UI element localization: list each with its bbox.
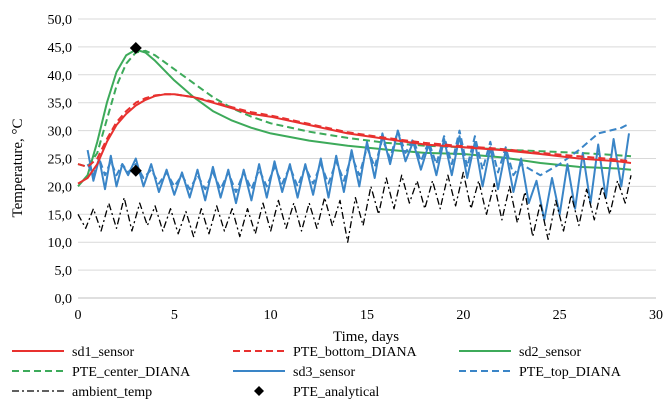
legend-swatch-pte-analytical [254,386,264,396]
x-tick-label: 25 [553,308,567,323]
y-tick-label: 30,0 [48,125,73,140]
x-axis-title: Time, days [333,329,399,345]
legend-label-pte-analytical: PTE_analytical [293,385,379,400]
series-pte-bottom-diana [77,93,632,168]
y-tick-label: 35,0 [48,97,73,112]
y-tick-label: 20,0 [48,180,73,195]
y-axis-title: Temperature, °C [10,118,26,217]
legend: sd1_sensor PTE_bottom_DIANA sd2_sensor PTE_… [12,345,622,400]
x-tick-label: 0 [75,308,82,323]
series-sd3-sensor [86,129,630,221]
series-pte-center-diana [77,49,632,168]
series-sd1-sensor [77,93,632,185]
grid-lines [78,18,656,299]
axis-ticks: 0,05,010,015,020,025,030,035,040,045,050… [48,13,664,323]
x-tick-label: 30 [649,308,663,323]
x-tick-label: 15 [360,308,374,323]
x-tick-label: 10 [264,308,278,323]
legend-label-ambient-temp: ambient_temp [72,385,152,400]
series-pte-top-diana [86,123,630,193]
legend-label-pte-top-diana: PTE_top_DIANA [519,365,622,380]
series-ambient-temp [77,171,632,243]
y-tick-label: 50,0 [48,13,73,28]
legend-label-pte-center-diana: PTE_center_DIANA [72,365,191,380]
x-tick-label: 5 [171,308,178,323]
legend-label-sd2-sensor: sd2_sensor [519,345,582,360]
y-tick-label: 25,0 [48,153,73,168]
legend-label-sd1-sensor: sd1_sensor [72,345,135,360]
y-tick-label: 40,0 [48,69,73,84]
series-layer [77,42,632,243]
y-tick-label: 10,0 [48,236,73,251]
y-tick-label: 0,0 [55,292,73,307]
y-tick-label: 5,0 [55,264,73,279]
legend-label-sd3-sensor: sd3_sensor [293,365,356,380]
y-tick-label: 45,0 [48,41,73,56]
marker-pte-analytical [129,42,142,55]
x-tick-label: 20 [456,308,470,323]
marker-pte-analytical [129,164,142,177]
y-tick-label: 15,0 [48,208,73,223]
legend-label-pte-bottom-diana: PTE_bottom_DIANA [293,345,418,360]
